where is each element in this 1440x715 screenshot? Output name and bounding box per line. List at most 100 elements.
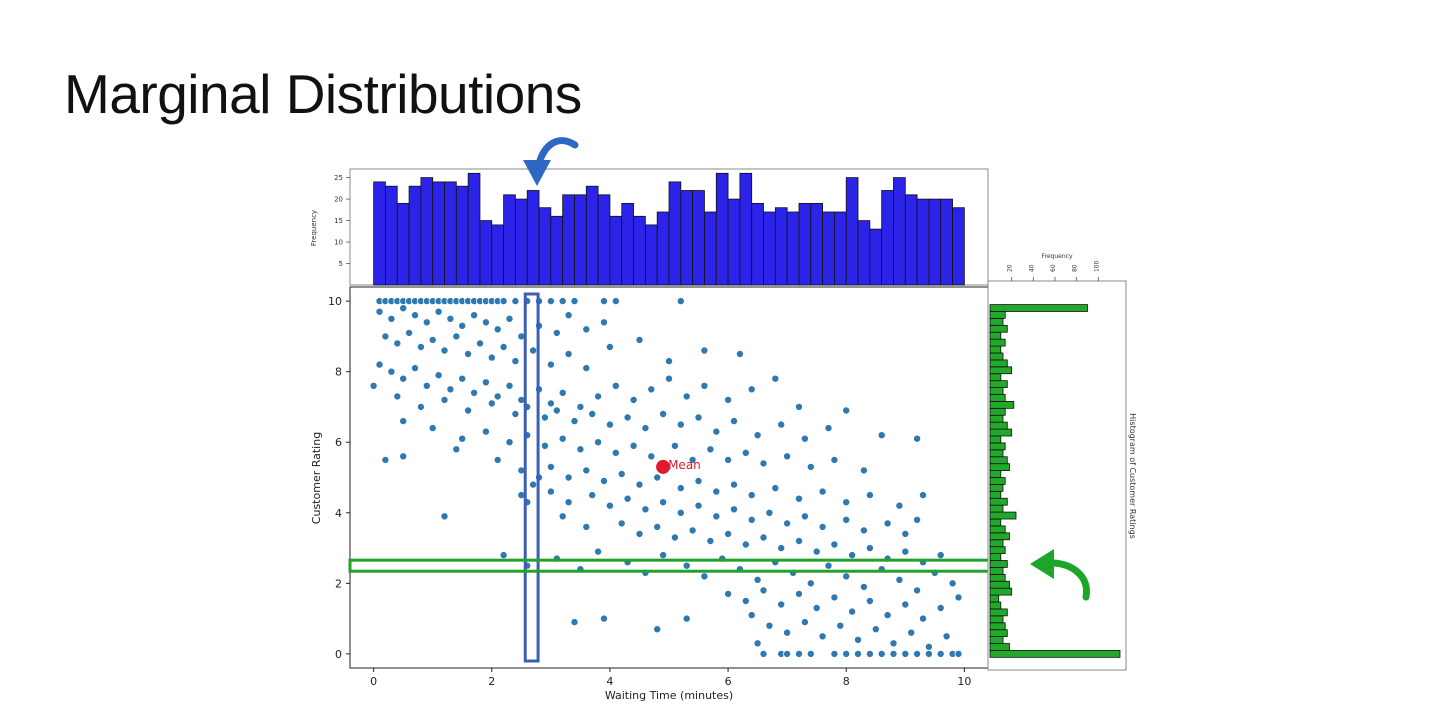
scatter-point: [830, 455, 839, 464]
top-histogram-bar: [562, 194, 575, 286]
scatter-point: [623, 413, 632, 422]
top-histogram-bar: [621, 202, 634, 286]
scatter-point: [936, 604, 945, 613]
scatter-point: [859, 466, 868, 475]
scatter-point: [824, 424, 833, 433]
right-histogram-bar: [989, 567, 1004, 575]
scatter-point: [771, 484, 780, 493]
right-histogram-bar: [989, 435, 1002, 444]
scatter-point: [399, 452, 408, 461]
top-histogram-bar: [869, 228, 883, 286]
scatter-point: [842, 515, 851, 524]
scatter-point: [458, 374, 467, 383]
scatter-point: [475, 339, 484, 348]
scatter-point: [800, 618, 809, 627]
scatter-point: [889, 639, 898, 648]
scatter-point: [582, 364, 591, 373]
scatter-point: [659, 551, 668, 560]
top-histogram-bar: [503, 194, 516, 286]
scatter-point: [487, 399, 496, 408]
scatter-point: [387, 314, 396, 323]
top-histogram-bar: [822, 211, 835, 286]
scatter-point: [470, 311, 479, 320]
scatter-point: [848, 607, 857, 616]
scatter-point: [741, 597, 750, 606]
scatter-point: [452, 445, 461, 454]
right-histogram-bar: [989, 317, 1004, 326]
right-histogram-x-tick-label: 20: [1007, 264, 1014, 272]
right-histogram-bar: [989, 643, 1010, 651]
scatter-point: [694, 501, 703, 510]
top-histogram-bar: [526, 190, 540, 286]
scatter-point: [611, 448, 620, 457]
green-arrow-icon: [1030, 549, 1090, 601]
y-tick-label: 6: [335, 436, 342, 449]
y-tick-label: 10: [328, 295, 342, 308]
scatter-point: [924, 642, 933, 651]
top-histogram-bar: [633, 215, 646, 286]
top-histogram-bar: [585, 185, 599, 286]
right-histogram-bar: [989, 304, 1088, 312]
right-histogram-bars: [989, 304, 1121, 658]
top-histogram-bar: [479, 220, 493, 286]
scatter-point: [895, 575, 904, 584]
scatter-point: [830, 649, 839, 658]
scatter-point: [665, 357, 674, 366]
scatter-point: [446, 314, 455, 323]
scatter-point: [416, 342, 425, 351]
scatter-point: [871, 625, 880, 634]
right-histogram-bar: [989, 594, 1000, 603]
top-histogram-bar: [763, 211, 776, 286]
right-histogram-bar: [989, 442, 1006, 451]
scatter-point: [741, 540, 750, 549]
scatter-point: [381, 455, 390, 464]
scatter-point: [546, 462, 555, 471]
top-histogram-bar: [881, 190, 894, 286]
scatter-point: [570, 297, 579, 306]
right-histogram-bar: [989, 587, 1013, 596]
top-histogram-y-tick-label: 20: [334, 196, 343, 204]
scatter-point: [647, 385, 656, 394]
top-histogram-bar: [491, 224, 504, 286]
top-histogram-bar: [904, 194, 918, 286]
scatter-point: [712, 427, 721, 436]
scatter-point: [735, 349, 744, 358]
right-histogram-bar: [989, 497, 1008, 506]
scatter-point: [611, 297, 620, 306]
scatter-point: [410, 311, 419, 320]
top-histogram-bar: [432, 181, 445, 286]
scatter-point: [558, 297, 567, 306]
scatter-point: [682, 561, 691, 570]
top-histogram-ylabel: Frequency: [310, 210, 318, 246]
scatter-point: [393, 392, 402, 401]
top-histogram-bar: [467, 172, 481, 286]
scatter-point: [747, 385, 756, 394]
top-histogram-y-tick-label: 15: [334, 217, 343, 225]
scatter-point: [712, 487, 721, 496]
scatter-point: [753, 639, 762, 648]
scatter-point: [777, 600, 786, 609]
scatter-point: [605, 342, 614, 351]
top-histogram-bar: [408, 185, 422, 286]
scatter-point: [629, 395, 638, 404]
right-histogram-bar: [989, 324, 1008, 333]
scatter-point: [440, 346, 449, 355]
scatter-point: [842, 572, 851, 581]
scatter-point: [688, 526, 697, 535]
right-histogram-bar: [989, 338, 1006, 347]
scatter-point: [570, 618, 579, 627]
scatter-point: [399, 374, 408, 383]
scatter-point: [452, 332, 461, 341]
scatter-point: [564, 311, 573, 320]
x-axis-label: Waiting Time (minutes): [605, 689, 733, 702]
scatter-point: [440, 395, 449, 404]
top-histogram-bar: [715, 172, 729, 286]
scatter-point: [724, 589, 733, 598]
scatter-point: [812, 547, 821, 556]
scatter-point: [783, 519, 792, 528]
y-tick-label: 4: [335, 507, 342, 520]
scatter-point: [842, 406, 851, 415]
top-histogram-bar: [455, 185, 469, 286]
scatter-points: [369, 297, 963, 658]
